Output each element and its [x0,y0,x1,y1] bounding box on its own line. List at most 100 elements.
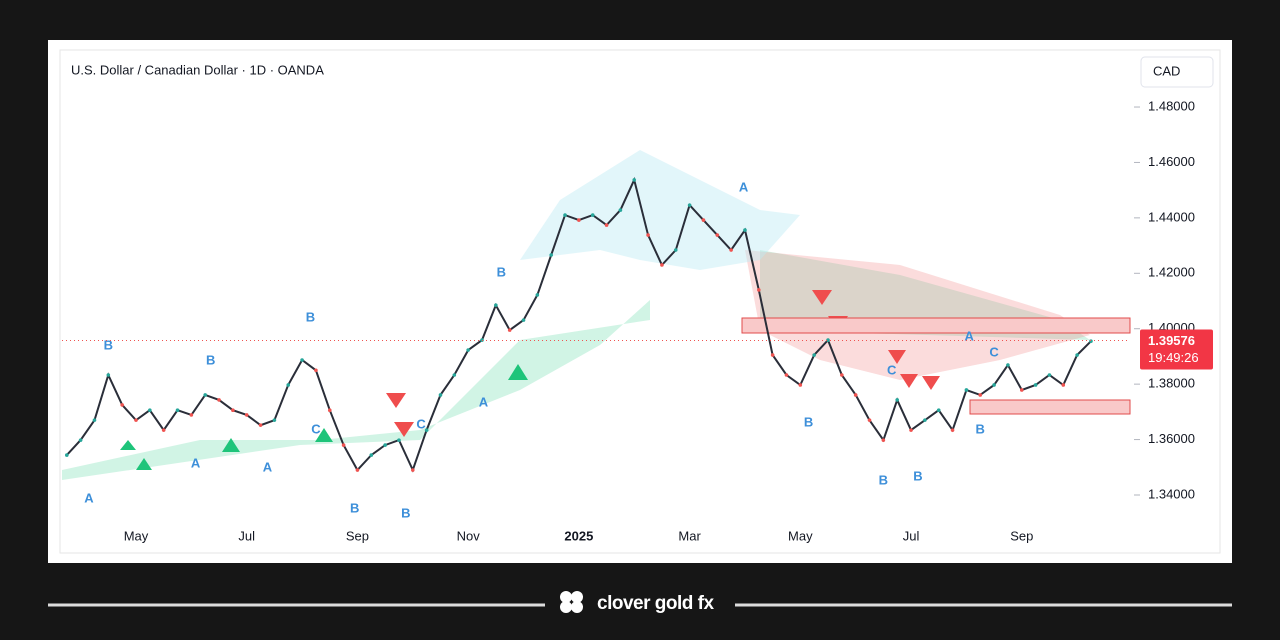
wave-label: A [739,179,749,194]
price-point [743,228,747,232]
wave-label: C [887,363,897,378]
price-point [175,408,180,412]
price-point [1019,388,1024,392]
price-point [1061,383,1066,387]
price-point [106,373,111,377]
wave-label: A [263,460,273,475]
chart-title: U.S. Dollar / Canadian Dollar · 1D · OAN… [71,62,324,77]
price-point [563,213,567,217]
price-point [840,373,844,377]
price-point [1047,373,1052,377]
price-point [964,388,969,392]
wave-label: A [964,328,974,343]
price-point [715,233,720,237]
wave-label: B [497,264,506,279]
price-point [673,248,678,252]
wave-label: C [989,345,999,360]
price-point [812,353,816,357]
price-point [646,233,650,237]
price-point [438,393,443,397]
signal-up [120,440,136,450]
price-point [327,408,332,412]
price-point [217,398,221,402]
price-point [78,438,83,442]
x-tick-label: Mar [678,528,701,543]
price-point [92,418,97,422]
price-point [729,248,733,252]
signal-down [922,376,940,390]
y-tick-label: 1.48000 [1148,98,1195,113]
price-point [909,428,913,432]
price-point [784,373,789,377]
price-point [341,443,346,447]
price-point [1033,383,1038,387]
wave-label: B [879,473,888,488]
signal-up [315,428,333,442]
price-point [231,408,235,412]
price-point [1006,363,1010,367]
y-tick-label: 1.46000 [1148,154,1195,169]
price-point [1075,353,1079,357]
signal-down [812,290,832,305]
x-tick-label: Nov [457,528,481,543]
y-tick-label: 1.44000 [1148,209,1195,224]
price-point [936,408,941,412]
clover-icon [560,591,583,613]
price-point [507,328,512,332]
y-tick-label: 1.38000 [1148,376,1195,391]
price-point [535,293,540,297]
signal-down [386,393,406,408]
price-point [65,453,69,457]
price-point [300,358,304,362]
price-point [590,213,595,217]
price-point [950,428,955,432]
price-point [411,468,415,472]
price-point [798,383,803,387]
wave-label: B [104,337,113,352]
price-point [161,428,166,432]
wave-label: C [311,422,321,437]
price-point [757,288,761,292]
price-point [466,348,470,352]
support-zone [969,399,1131,415]
price-point [549,253,553,257]
price-point [369,453,374,457]
price-point [203,393,207,397]
price-point [770,353,775,357]
price-point [618,208,623,212]
resistance-zone [741,317,1131,334]
price-point [148,408,152,412]
countdown-label: 19:49:26 [1148,350,1199,365]
price-point [992,383,996,387]
x-tick-label: Sep [1010,528,1033,543]
price-point [383,443,387,447]
wave-label: C [416,417,426,432]
price-point [272,418,277,422]
x-tick-label: May [124,528,149,543]
signal-down [394,422,414,437]
x-tick-label: May [788,528,813,543]
price-point [120,403,124,407]
price-point [355,468,360,472]
price-point [604,223,609,227]
y-tick-label: 1.36000 [1148,431,1195,446]
wave-label: A [84,491,94,506]
wave-label: B [206,353,215,368]
price-point [494,303,498,307]
channel-band [520,150,800,270]
price-point [660,263,664,267]
price-point [577,218,581,222]
price-point [1089,339,1093,343]
price-point [397,438,401,442]
currency-button[interactable] [1140,56,1214,88]
wave-label: A [479,394,489,409]
price-point [895,398,899,402]
price-point [258,423,263,427]
signal-up [222,438,240,452]
x-tick-label: Jul [903,528,920,543]
last-price-box [1140,329,1213,370]
x-tick-label: Jul [238,528,255,543]
price-point [189,413,194,417]
signal-up [508,364,528,380]
